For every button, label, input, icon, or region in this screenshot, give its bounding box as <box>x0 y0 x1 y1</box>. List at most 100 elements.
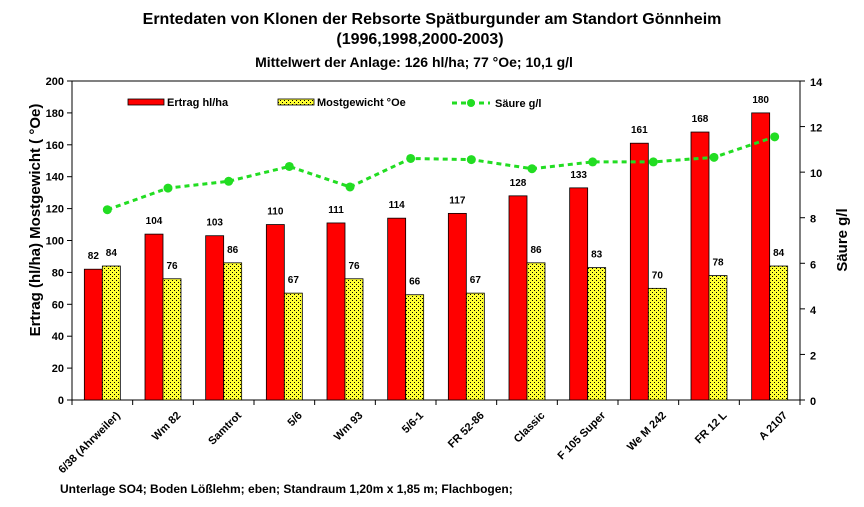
acid-point <box>163 183 173 193</box>
bar-mostgewicht <box>647 287 667 401</box>
bar-ertrag <box>751 112 771 401</box>
bar-mostgewicht <box>405 294 425 401</box>
bar-mostgewicht <box>344 278 364 401</box>
category-label: F 105 Super <box>556 409 609 462</box>
y-axis-left-label: Ertrag (hl/ha) Mostgewicht ( °Oe) <box>27 104 44 337</box>
bar-mostgewicht <box>101 265 121 401</box>
data-label-mostgewicht: 84 <box>106 248 118 259</box>
data-label-ertrag: 133 <box>570 170 587 181</box>
bar-ertrag <box>265 224 285 401</box>
legend-marker-saeure <box>467 99 475 107</box>
acid-point <box>527 164 537 174</box>
acid-point <box>648 157 658 167</box>
y-left-tick-label: 80 <box>52 267 64 279</box>
data-label-mostgewicht: 66 <box>409 277 421 288</box>
bar-mostgewicht <box>465 292 485 401</box>
bar-ertrag <box>387 217 407 401</box>
bar-ertrag <box>629 142 649 401</box>
acid-point <box>406 153 416 163</box>
data-label-mostgewicht: 78 <box>712 258 724 269</box>
category-label: Classic <box>512 410 548 446</box>
data-label-mostgewicht: 67 <box>288 275 300 286</box>
data-label-ertrag: 128 <box>510 178 527 189</box>
bar-mostgewicht <box>526 262 546 401</box>
chart-title: Erntedaten von Klonen der Rebsorte Spätb… <box>143 11 722 28</box>
bar-mostgewicht <box>708 275 728 401</box>
bar-mostgewicht <box>283 292 303 401</box>
y-right-tick-label: 2 <box>810 350 816 362</box>
data-label-ertrag: 168 <box>692 114 709 125</box>
category-label: A 2107 <box>757 410 790 443</box>
data-label-ertrag: 117 <box>449 195 466 206</box>
acid-point <box>770 132 780 142</box>
bar-ertrag <box>205 235 225 401</box>
data-label-ertrag: 103 <box>206 218 223 229</box>
data-label-mostgewicht: 76 <box>166 261 178 272</box>
data-label-mostgewicht: 67 <box>470 275 482 286</box>
category-label: FR 12 L <box>693 409 730 446</box>
data-label-ertrag: 110 <box>267 207 284 218</box>
axes: 0 20 40 60 80 100 120 140 160 180 200 0 2 4 6 8 10 12 14 <box>46 76 823 408</box>
data-label-ertrag: 114 <box>389 200 406 211</box>
data-label-ertrag: 82 <box>88 251 100 262</box>
y-right-tick-label: 14 <box>810 77 823 89</box>
data-label-mostgewicht: 70 <box>652 270 664 281</box>
legend-swatch-ertrag <box>127 98 165 106</box>
bar-ertrag <box>326 222 346 401</box>
data-label-mostgewicht: 86 <box>227 245 239 256</box>
y-left-tick-label: 200 <box>46 76 64 88</box>
category-label: Samtrot <box>206 409 244 447</box>
y-right-tick-label: 6 <box>810 259 816 271</box>
acid-point <box>224 176 234 186</box>
data-label-mostgewicht: 76 <box>348 261 360 272</box>
y-right-tick-label: 4 <box>810 305 817 317</box>
y-left-tick-label: 20 <box>52 363 64 375</box>
y-left-tick-label: 0 <box>58 395 64 407</box>
category-label: We M 242 <box>625 410 669 454</box>
category-label: Wm 93 <box>332 410 366 444</box>
acid-point <box>588 157 598 167</box>
acid-point <box>284 161 294 171</box>
legend-swatch-mostgewicht <box>277 98 315 106</box>
y-right-tick-label: 0 <box>810 396 816 408</box>
data-label-mostgewicht: 86 <box>530 245 542 256</box>
acid-series-line <box>106 135 776 212</box>
data-label-ertrag: 180 <box>752 95 769 106</box>
bar-ertrag <box>508 195 528 401</box>
legend-label-saeure: Säure g/l <box>495 98 541 110</box>
bar-ertrag <box>447 212 467 401</box>
data-label-ertrag: 111 <box>328 205 344 216</box>
category-label: 5/6-1 <box>400 410 426 436</box>
bar-ertrag <box>144 233 164 401</box>
acid-point <box>466 155 476 165</box>
y-left-tick-label: 100 <box>46 236 64 248</box>
data-label-mostgewicht: 84 <box>773 248 785 259</box>
chart-subtitle: Mittelwert der Anlage: 126 hl/ha; 77 °Oe… <box>255 54 573 70</box>
category-label: FR 52-86 <box>446 410 487 451</box>
bar-mostgewicht <box>587 267 607 401</box>
category-label: 5/6 <box>285 410 304 429</box>
bar-mostgewicht <box>769 265 789 401</box>
category-label: Wm 82 <box>150 410 184 444</box>
legend-label-ertrag: Ertrag hl/ha <box>167 97 229 109</box>
chart-title-years: (1996,1998,2000-2003) <box>336 31 503 48</box>
bar-mostgewicht <box>223 262 243 401</box>
y-left-tick-label: 60 <box>52 299 64 311</box>
y-right-tick-label: 8 <box>810 214 816 226</box>
y-axis-right-label: Säure g/l <box>834 208 851 271</box>
bar-ertrag <box>83 268 103 401</box>
y-left-tick-label: 140 <box>46 172 64 184</box>
data-label-ertrag: 104 <box>146 216 163 227</box>
data-labels: 82 84 104 76 103 86 110 67 111 76 114 66 117 67 128 86 1… <box>88 95 785 288</box>
acid-line <box>102 132 780 215</box>
data-label-mostgewicht: 83 <box>591 250 603 261</box>
footnote: Unterlage SO4; Boden Lößlehm; eben; Stan… <box>60 482 513 496</box>
category-label: 6/38 (Ahrweiler) <box>56 409 123 476</box>
acid-point <box>345 182 355 192</box>
acid-point <box>709 152 719 162</box>
acid-point <box>102 205 112 215</box>
y-left-tick-label: 120 <box>46 204 64 216</box>
bars <box>83 112 789 401</box>
y-left-tick-label: 160 <box>46 140 64 152</box>
